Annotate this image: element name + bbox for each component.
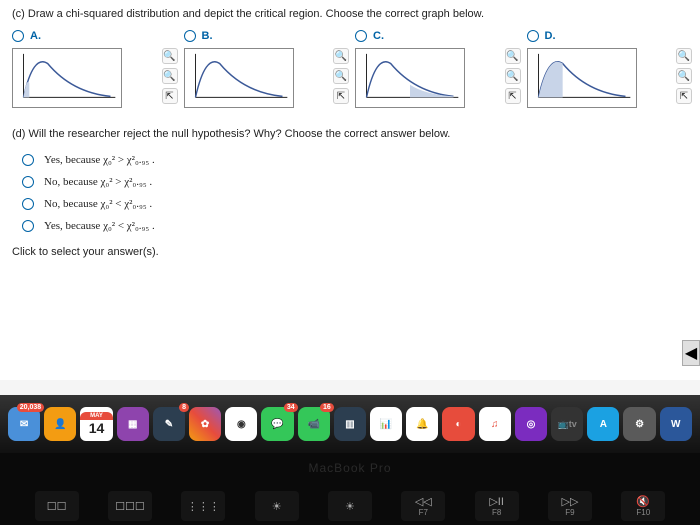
fn-key[interactable]: ☐☐☐ — [108, 491, 152, 521]
option-c[interactable]: C. 🔍 🔍 ⇱ — [355, 30, 517, 108]
answer-2[interactable]: No, because χ₀² > χ²₀.₉₅ . — [22, 176, 688, 188]
macbook-label: MacBook Pro — [308, 461, 391, 475]
answer-list: Yes, because χ₀² > χ²₀.₉₅ . No, because … — [22, 154, 688, 232]
option-b[interactable]: B. 🔍 🔍 ⇱ — [184, 30, 346, 108]
label-a: A. — [30, 30, 41, 42]
radio-ans-3[interactable] — [22, 198, 34, 210]
dock-reminders-icon[interactable]: ✎8 — [153, 407, 185, 441]
fn-key-f10[interactable]: 🔇F10 — [621, 491, 665, 521]
dock-music-icon[interactable]: ♫ — [479, 407, 511, 441]
answer-1[interactable]: Yes, because χ₀² > χ²₀.₉₅ . — [22, 154, 688, 166]
radio-d[interactable] — [527, 30, 539, 42]
zoom-in-icon[interactable]: 🔍 — [162, 48, 178, 64]
answer-4[interactable]: Yes, because χ₀² < χ²₀.₉₅ . — [22, 220, 688, 232]
label-c: C. — [373, 30, 384, 42]
dock-chart-icon[interactable]: 📊 — [370, 407, 402, 441]
radio-b[interactable] — [184, 30, 196, 42]
dock-app5-icon[interactable]: ◐ — [442, 407, 474, 441]
expand-icon[interactable]: ⇱ — [162, 88, 178, 104]
dock-mail-icon[interactable]: ✉20,038 — [8, 407, 40, 441]
radio-ans-4[interactable] — [22, 220, 34, 232]
question-d-text: (d) Will the researcher reject the null … — [12, 128, 688, 140]
graph-d — [527, 48, 637, 108]
fn-key-f7[interactable]: ◁◁F7 — [401, 491, 445, 521]
function-key-row: ☐☐ ☐☐☐ ⋮⋮⋮ ☀ ☀ ◁◁F7 ▷IIF8 ▷▷F9 🔇F10 — [0, 491, 700, 521]
fn-key-f9[interactable]: ▷▷F9 — [548, 491, 592, 521]
graph-b — [184, 48, 294, 108]
radio-a[interactable] — [12, 30, 24, 42]
zoom-out-icon[interactable]: 🔍 — [162, 68, 178, 84]
dock-app3-icon[interactable]: ▥ — [334, 407, 366, 441]
dock-contacts-icon[interactable]: 👤 — [44, 407, 76, 441]
answer-3[interactable]: No, because χ₀² < χ²₀.₉₅ . — [22, 198, 688, 210]
zoom-in-icon[interactable]: 🔍 — [505, 48, 521, 64]
dock-calendar-icon[interactable]: MAY14 — [80, 407, 112, 441]
fn-key[interactable]: ⋮⋮⋮ — [181, 491, 225, 521]
fn-key-f8[interactable]: ▷IIF8 — [475, 491, 519, 521]
dock-word-icon[interactable]: W — [660, 407, 692, 441]
zoom-in-icon[interactable]: 🔍 — [333, 48, 349, 64]
graph-c — [355, 48, 465, 108]
graph-a — [12, 48, 122, 108]
radio-ans-1[interactable] — [22, 154, 34, 166]
expand-icon[interactable]: ⇱ — [505, 88, 521, 104]
fn-key[interactable]: ☀ — [328, 491, 372, 521]
option-a[interactable]: A. 🔍 🔍 ⇱ — [12, 30, 174, 108]
label-d: D. — [545, 30, 556, 42]
zoom-out-icon[interactable]: 🔍 — [676, 68, 692, 84]
expand-icon[interactable]: ⇱ — [333, 88, 349, 104]
dock-app1-icon[interactable]: ▦ — [117, 407, 149, 441]
footer-hint: Click to select your answer(s). — [12, 246, 688, 258]
dock-facetime-icon[interactable]: 📹16 — [298, 407, 330, 441]
radio-ans-2[interactable] — [22, 176, 34, 188]
fn-key[interactable]: ☀ — [255, 491, 299, 521]
radio-c[interactable] — [355, 30, 367, 42]
option-d[interactable]: D. 🔍 🔍 ⇱ — [527, 30, 689, 108]
keyboard-area: MacBook Pro ☐☐ ☐☐☐ ⋮⋮⋮ ☀ ☀ ◁◁F7 ▷IIF8 ▷▷… — [0, 453, 700, 525]
label-b: B. — [202, 30, 213, 42]
collapse-tab[interactable]: ◀ — [682, 340, 700, 366]
dock-app4-icon[interactable]: 🔔 — [406, 407, 438, 441]
question-panel: (c) Draw a chi-squared distribution and … — [0, 0, 700, 380]
dock-tv-icon[interactable]: 📺tv — [551, 407, 583, 441]
expand-icon[interactable]: ⇱ — [676, 88, 692, 104]
question-c-text: (c) Draw a chi-squared distribution and … — [12, 8, 688, 20]
zoom-in-icon[interactable]: 🔍 — [676, 48, 692, 64]
dock-appstore-icon[interactable]: A — [587, 407, 619, 441]
graph-options-row: A. 🔍 🔍 ⇱ B. 🔍 🔍 ⇱ C. — [12, 30, 688, 108]
dock-photos-icon[interactable]: ✿ — [189, 407, 221, 441]
macos-dock: ✉20,038 👤 MAY14 ▦ ✎8 ✿ ◉ 💬34 📹16 ▥ 📊 🔔 ◐… — [0, 395, 700, 453]
dock-messages-icon[interactable]: 💬34 — [261, 407, 293, 441]
dock-settings-icon[interactable]: ⚙ — [623, 407, 655, 441]
zoom-out-icon[interactable]: 🔍 — [333, 68, 349, 84]
dock-app2-icon[interactable]: ◉ — [225, 407, 257, 441]
dock-podcast-icon[interactable]: ◎ — [515, 407, 547, 441]
fn-key[interactable]: ☐☐ — [35, 491, 79, 521]
zoom-out-icon[interactable]: 🔍 — [505, 68, 521, 84]
mail-badge: 20,038 — [17, 403, 44, 412]
